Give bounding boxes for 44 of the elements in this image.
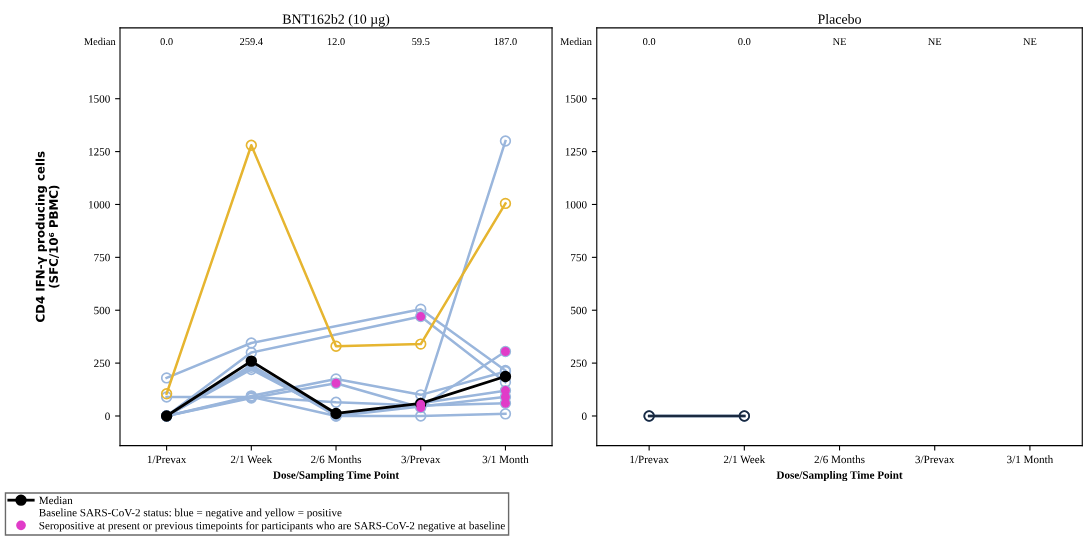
chart-title: BNT162b2 (10 µg) bbox=[282, 14, 390, 27]
x-tick-label: 2/1 Week bbox=[723, 455, 766, 464]
y-tick-label: 250 bbox=[570, 359, 587, 368]
y-tick-label: 1500 bbox=[565, 95, 587, 103]
text: Median bbox=[560, 37, 592, 46]
annotation: 12.0 bbox=[327, 38, 345, 46]
annotation: 259.4 bbox=[240, 38, 263, 46]
annotation: NE bbox=[928, 38, 942, 45]
annotation: 0.0 bbox=[738, 38, 751, 46]
y-axis-title: CD4 IFN-γ producing cells (SFC/10⁶ PBMC) bbox=[35, 151, 60, 322]
y-tick-label: 1250 bbox=[565, 148, 587, 156]
x-tick-label: 2/1 Week bbox=[230, 455, 273, 464]
annotation: 0.0 bbox=[160, 38, 173, 46]
text: Baseline SARS-CoV-2 status: blue = negative and yellow = positive bbox=[39, 508, 342, 519]
y-tick-label: 1000 bbox=[565, 200, 587, 209]
x-tick-label: 1/Prevax bbox=[630, 455, 669, 464]
annotation: 0.0 bbox=[643, 38, 656, 46]
y-tick-label: 750 bbox=[94, 253, 110, 262]
y-tick-label: 1250 bbox=[89, 148, 110, 156]
y-tick-label: 0 bbox=[105, 412, 110, 420]
annotation: 59.5 bbox=[412, 38, 430, 46]
x-tick-label: 3/1 Month bbox=[482, 455, 529, 464]
chart-title: Placebo bbox=[817, 14, 861, 24]
legend-label: Seropositive at present or previous timepoints for participants who are SARS-CoV-2 negative at baseline bbox=[39, 521, 505, 532]
x-tick-label: 2/6 Months bbox=[311, 455, 362, 464]
x-tick-label: 2/6 Months bbox=[814, 455, 865, 464]
y-tick-label: 250 bbox=[94, 359, 110, 368]
y-tick-label: 500 bbox=[94, 306, 110, 315]
x-tick-label: 1/Prevax bbox=[147, 455, 187, 464]
x-tick-label: 3/Prevax bbox=[915, 455, 955, 464]
x-axis-title: Dose/Sampling Time Point bbox=[776, 470, 903, 482]
x-tick-label: 3/Prevax bbox=[401, 455, 441, 464]
annotation: 187.0 bbox=[494, 38, 517, 46]
y-tick-label: 500 bbox=[571, 306, 587, 315]
legend-label: Median bbox=[39, 496, 73, 505]
x-axis-title: Dose/Sampling Time Point bbox=[273, 470, 400, 482]
annotation: NE bbox=[1023, 38, 1037, 45]
y-tick-label: 0 bbox=[581, 412, 587, 420]
y-tick-label: 1500 bbox=[89, 95, 110, 103]
y-tick-label: 750 bbox=[571, 253, 587, 262]
x-tick-label: 3/1 Month bbox=[1007, 455, 1054, 464]
y-tick-label: 1000 bbox=[89, 200, 110, 209]
annotation: NE bbox=[832, 38, 846, 45]
text: Median bbox=[84, 37, 116, 46]
